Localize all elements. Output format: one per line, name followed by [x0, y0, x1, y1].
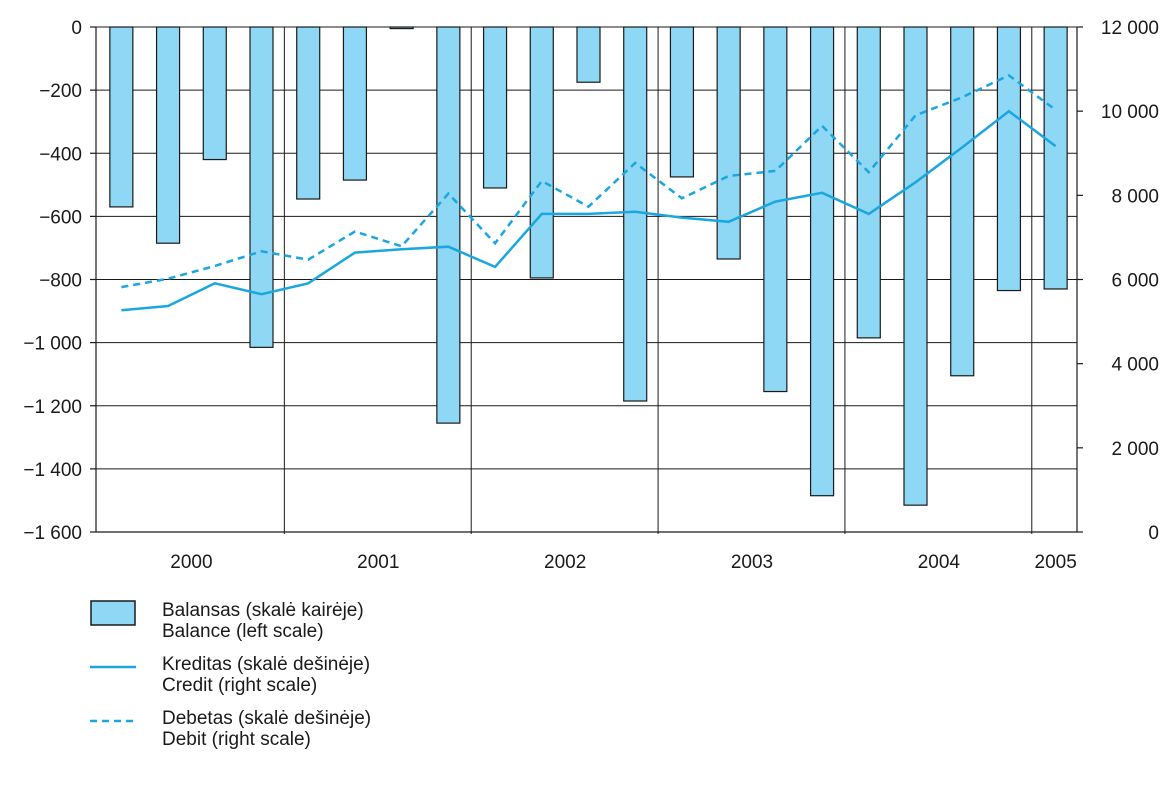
right-tick-label: 6 000: [1111, 271, 1159, 292]
line-credit: [121, 109, 1057, 312]
bar-balance: [296, 26, 321, 200]
bar-balance: [482, 26, 508, 189]
bar-balance: [1043, 26, 1068, 290]
legend-balance-label-lt: Balansas (skalė kairėje): [162, 600, 364, 621]
bar-balance: [202, 26, 227, 161]
grid-lines: [96, 26, 1077, 534]
left-tick-label: −600: [39, 207, 82, 228]
x-tick-label: 2001: [357, 552, 399, 573]
left-tick-label: −800: [39, 271, 82, 292]
left-tick-label: −1 400: [23, 460, 82, 481]
bar-balance: [763, 26, 788, 393]
bar-balance: [669, 26, 695, 178]
bar-balance: [809, 26, 835, 497]
bar-balance: [623, 26, 648, 402]
legend-balance-label-en: Balance (left scale): [162, 621, 324, 642]
legend-credit-label-en: Credit (right scale): [162, 675, 318, 696]
legend-debit-label-lt: Debetas (skalė dešinėje): [162, 708, 372, 729]
bar-balance: [249, 26, 274, 348]
right-tick-label: 12 000: [1101, 18, 1159, 39]
legend-item-balance: Balansas (skalė kairėje) Balance (left s…: [90, 600, 371, 642]
bar-balance: [996, 26, 1022, 292]
solid-line-swatch-icon: [90, 665, 136, 669]
bar-balance: [155, 26, 181, 244]
left-tick-label: 0: [71, 18, 82, 39]
chart-svg: 0 −200 −400 −600 −800 −1 000 −1 200 −1 400 −1 60…: [23, 18, 1159, 573]
left-tick-label: −1 000: [23, 334, 82, 355]
left-tick-label: −1 200: [23, 397, 82, 418]
x-tick-label: 2003: [731, 552, 773, 573]
x-tick-label: 2000: [170, 552, 212, 573]
right-axis-tick-labels: 0 2 000 4 000 6 000 8 000 10 000 12 000: [1077, 18, 1159, 544]
bar-balance: [950, 26, 975, 377]
bar-swatch-icon: [90, 600, 136, 626]
left-axis-tick-labels: 0 −200 −400 −600 −800 −1 000 −1 200 −1 400 −1 60…: [23, 18, 96, 544]
x-axis-year-labels: 2000 2001 2002 2003 2004 2005: [170, 552, 1076, 573]
bar-balance: [576, 26, 601, 83]
bar-balance: [716, 26, 741, 260]
x-tick-label: 2004: [918, 552, 961, 573]
line-series: [121, 73, 1057, 312]
legend-credit-label-lt: Kreditas (skalė dešinėje): [162, 654, 371, 675]
x-tick-label: 2002: [544, 552, 586, 573]
right-tick-label: 2 000: [1111, 439, 1159, 460]
left-tick-label: −400: [39, 144, 82, 165]
bar-balance: [529, 26, 554, 279]
bar-balance: [109, 26, 134, 208]
right-tick-label: 10 000: [1101, 102, 1159, 123]
right-tick-label: 8 000: [1111, 186, 1159, 207]
legend-debit-label-en: Debit (right scale): [162, 729, 311, 750]
line-debit: [121, 73, 1057, 289]
legend: Balansas (skalė kairėje) Balance (left s…: [90, 600, 371, 762]
x-tick-label: 2005: [1035, 552, 1077, 573]
right-tick-label: 4 000: [1111, 355, 1159, 376]
left-tick-label: −200: [39, 81, 82, 102]
legend-item-credit: Kreditas (skalė dešinėje) Credit (right …: [90, 654, 371, 696]
bar-balance: [389, 26, 414, 30]
bar-balance: [342, 26, 368, 181]
left-tick-label: −1 600: [23, 523, 82, 544]
legend-item-debit: Debetas (skalė dešinėje) Debit (right sc…: [90, 708, 371, 750]
bar-series-balance: [109, 26, 1068, 506]
bar-balance: [436, 26, 461, 424]
bar-balance: [856, 26, 881, 339]
right-tick-label: 0: [1148, 523, 1159, 544]
dashed-line-swatch-icon: [90, 719, 136, 723]
bar-balance: [903, 26, 928, 506]
